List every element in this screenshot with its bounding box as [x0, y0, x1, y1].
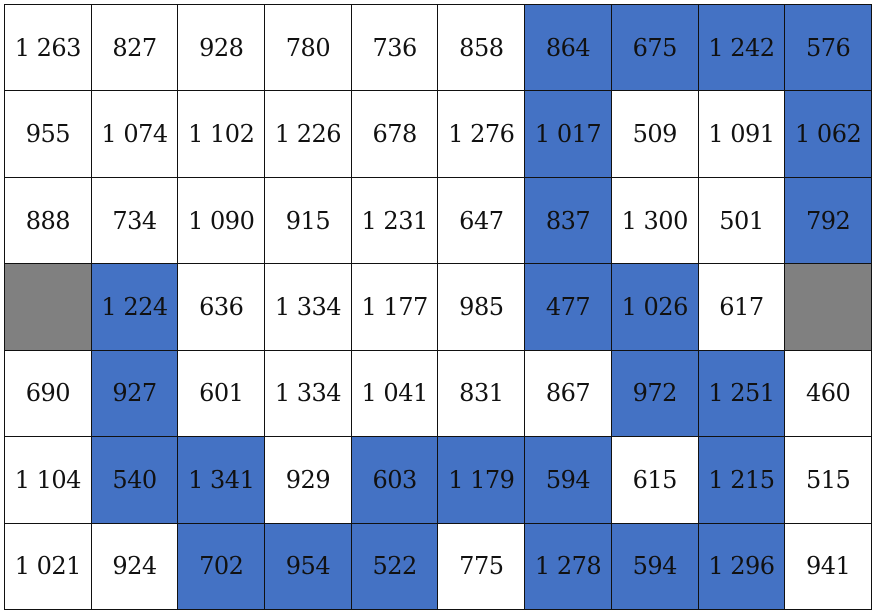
grid-cell-r4-c8[interactable]: 1 026 [611, 264, 699, 351]
grid-cell-r6-c2[interactable]: 540 [91, 437, 179, 524]
grid-cell-r2-c9[interactable]: 1 091 [698, 91, 786, 178]
grid-cell-r6-c3[interactable]: 1 341 [178, 437, 266, 524]
grid-cell-r2-c3[interactable]: 1 102 [178, 91, 266, 178]
grid-cell-r1-c7[interactable]: 864 [525, 5, 612, 92]
grid-cell-r5-c4[interactable]: 1 334 [265, 350, 352, 438]
grid-cell-r1-c2[interactable]: 827 [91, 5, 179, 92]
grid-cell-r7-c8[interactable]: 594 [611, 523, 699, 610]
grid-cell-r4-c3[interactable]: 636 [178, 264, 266, 351]
grid-cell-r6-c4[interactable]: 929 [265, 437, 352, 524]
grid-cell-r2-c2[interactable]: 1 074 [91, 91, 179, 178]
grid-cell-r4-c5[interactable]: 1 177 [351, 264, 439, 351]
grid-cell-r7-c5[interactable]: 522 [351, 523, 439, 610]
grid-cell-r1-c8[interactable]: 675 [611, 5, 699, 92]
grid-cell-r5-c7[interactable]: 867 [525, 350, 612, 438]
grid-cell-r7-c6[interactable]: 775 [438, 523, 526, 610]
grid-cell-r1-c10[interactable]: 576 [785, 5, 872, 92]
grid-cell-r6-c1[interactable]: 1 104 [5, 437, 92, 524]
grid-cell-r6-c6[interactable]: 1 179 [438, 437, 526, 524]
grid-cell-r7-c4[interactable]: 954 [265, 523, 352, 610]
grid-cell-r3-c10[interactable]: 792 [785, 177, 872, 265]
grid-cell-r3-c7[interactable]: 837 [525, 177, 612, 265]
grid-cell-r5-c6[interactable]: 831 [438, 350, 526, 438]
grid-cell-r3-c5[interactable]: 1 231 [351, 177, 439, 265]
grid-cell-r4-c4[interactable]: 1 334 [265, 264, 352, 351]
grid-cell-r3-c6[interactable]: 647 [438, 177, 526, 265]
grid-cell-r1-c3[interactable]: 928 [178, 5, 266, 92]
grid-cell-r2-c8[interactable]: 509 [611, 91, 699, 178]
grid-cell-r2-c1[interactable]: 955 [5, 91, 92, 178]
grid-cell-r4-c6[interactable]: 985 [438, 264, 526, 351]
grid-cell-r4-c1[interactable] [5, 264, 92, 351]
grid-cell-r7-c2[interactable]: 924 [91, 523, 179, 610]
grid-cell-r3-c4[interactable]: 915 [265, 177, 352, 265]
grid-cell-r2-c5[interactable]: 678 [351, 91, 439, 178]
grid-cell-r7-c7[interactable]: 1 278 [525, 523, 612, 610]
grid-cell-r1-c6[interactable]: 858 [438, 5, 526, 92]
grid-cell-r5-c10[interactable]: 460 [785, 350, 872, 438]
grid-cell-r1-c9[interactable]: 1 242 [698, 5, 786, 92]
grid-cell-r7-c9[interactable]: 1 296 [698, 523, 786, 610]
grid-cell-r4-c2[interactable]: 1 224 [91, 264, 179, 351]
grid-cell-r5-c5[interactable]: 1 041 [351, 350, 439, 438]
grid-cell-r5-c1[interactable]: 690 [5, 350, 92, 438]
number-grid: 1 263 827 928 780 736 858 864 675 1 242 576 955 1 0… [4, 4, 872, 610]
grid-cell-r5-c9[interactable]: 1 251 [698, 350, 786, 438]
grid-cell-r6-c7[interactable]: 594 [525, 437, 612, 524]
grid-cell-r3-c8[interactable]: 1 300 [611, 177, 699, 265]
grid-cell-r6-c5[interactable]: 603 [351, 437, 439, 524]
grid-cell-r6-c8[interactable]: 615 [611, 437, 699, 524]
grid-cell-r5-c3[interactable]: 601 [178, 350, 266, 438]
grid-cell-r4-c10[interactable] [785, 264, 872, 351]
grid-cell-r7-c1[interactable]: 1 021 [5, 523, 92, 610]
grid-cell-r2-c7[interactable]: 1 017 [525, 91, 612, 178]
grid-cell-r1-c4[interactable]: 780 [265, 5, 352, 92]
grid-cell-r6-c10[interactable]: 515 [785, 437, 872, 524]
grid-cell-r6-c9[interactable]: 1 215 [698, 437, 786, 524]
grid-cell-r2-c6[interactable]: 1 276 [438, 91, 526, 178]
grid-cell-r3-c2[interactable]: 734 [91, 177, 179, 265]
grid-cell-r1-c1[interactable]: 1 263 [5, 5, 92, 92]
grid-cell-r7-c3[interactable]: 702 [178, 523, 266, 610]
grid-cell-r1-c5[interactable]: 736 [351, 5, 439, 92]
grid-cell-r3-c3[interactable]: 1 090 [178, 177, 266, 265]
grid-cell-r3-c9[interactable]: 501 [698, 177, 786, 265]
grid-cell-r3-c1[interactable]: 888 [5, 177, 92, 265]
grid-cell-r4-c9[interactable]: 617 [698, 264, 786, 351]
grid-cell-r5-c8[interactable]: 972 [611, 350, 699, 438]
grid-cell-r4-c7[interactable]: 477 [525, 264, 612, 351]
grid-cell-r7-c10[interactable]: 941 [785, 523, 872, 610]
grid-cell-r5-c2[interactable]: 927 [91, 350, 179, 438]
grid-cell-r2-c4[interactable]: 1 226 [265, 91, 352, 178]
grid-cell-r2-c10[interactable]: 1 062 [785, 91, 872, 178]
